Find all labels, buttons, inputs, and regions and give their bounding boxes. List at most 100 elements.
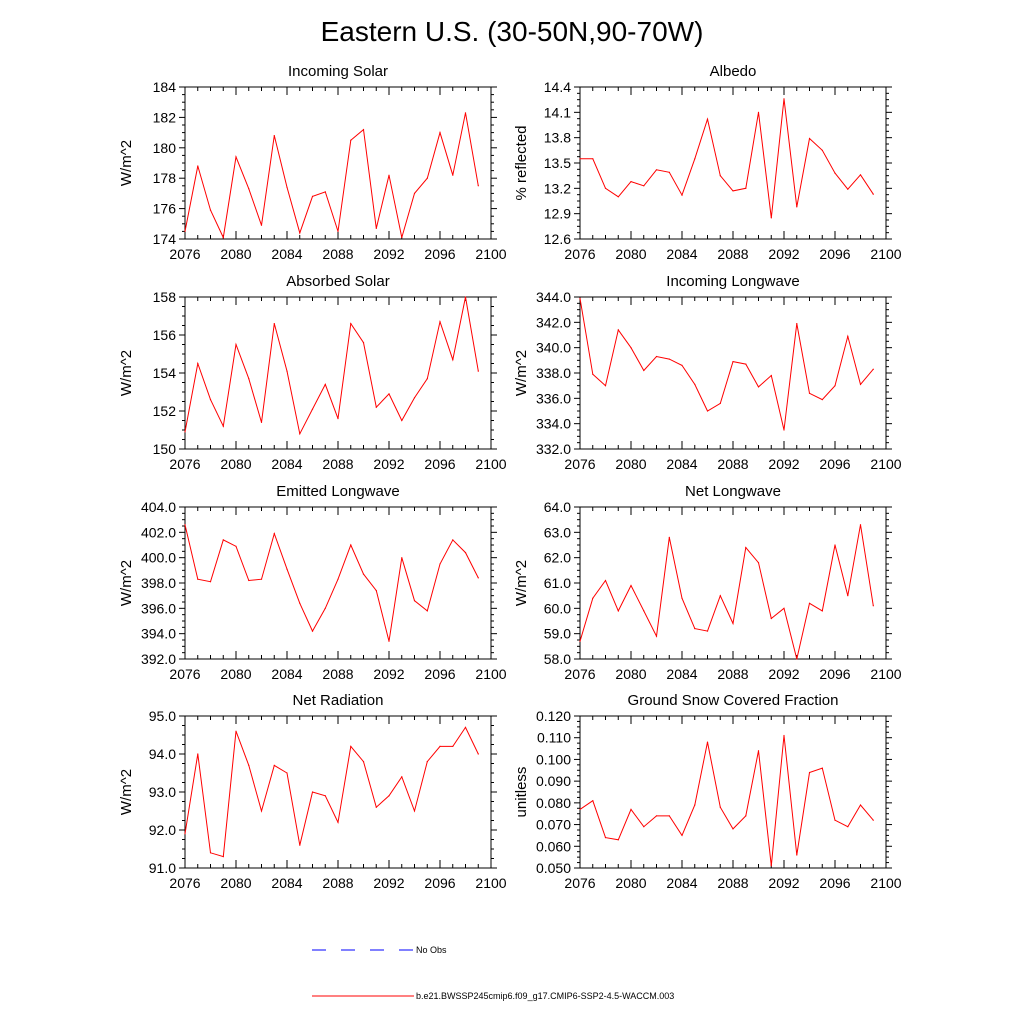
data-point — [732, 622, 734, 625]
data-point — [668, 536, 670, 539]
data-point — [604, 187, 607, 189]
data-point — [197, 753, 199, 755]
plot-frame — [579, 296, 887, 450]
x-tick-label: 2092 — [373, 456, 404, 472]
x-tick-label: 2084 — [271, 246, 302, 262]
x-tick-label: 2096 — [424, 456, 455, 472]
plot-frame — [184, 296, 492, 450]
data-point — [706, 118, 709, 120]
plot-frame — [184, 506, 492, 660]
data-point — [388, 640, 390, 642]
data-point — [655, 815, 658, 817]
x-tick-label: 2100 — [475, 875, 506, 891]
data-point — [719, 806, 721, 808]
x-tick-label: 2088 — [717, 666, 748, 682]
x-tick-label: 2084 — [666, 875, 697, 891]
x-tick-label: 2084 — [271, 666, 302, 682]
y-tick-label: 150 — [153, 441, 177, 457]
data-point — [757, 386, 760, 388]
panel-title: Ground Snow Covered Fraction — [628, 692, 839, 709]
data-point — [630, 181, 632, 183]
y-tick-label: 402.0 — [141, 524, 176, 540]
data-point — [260, 810, 263, 812]
data-point — [286, 186, 288, 188]
data-point — [184, 230, 186, 232]
data-point — [719, 595, 721, 597]
data-point — [681, 364, 683, 366]
data-point — [808, 771, 811, 774]
y-tick-label: 174 — [153, 231, 177, 247]
data-point — [286, 370, 288, 372]
data-point — [808, 392, 811, 394]
x-tick-label: 2100 — [475, 666, 506, 682]
x-tick-label: 2076 — [169, 456, 200, 472]
data-point — [426, 610, 428, 612]
x-tick-label: 2076 — [169, 246, 200, 262]
y-tick-label: 62.0 — [544, 550, 571, 566]
data-point — [209, 581, 212, 583]
data-point — [579, 297, 581, 299]
data-point — [426, 177, 428, 179]
data-point — [847, 826, 849, 828]
y-tick-label: 184 — [153, 79, 177, 95]
data-point — [796, 854, 798, 856]
y-tick-label: 154 — [153, 365, 177, 381]
data-point — [783, 429, 785, 431]
data-point — [324, 607, 326, 609]
data-point — [260, 224, 263, 226]
legend-series-label: b.e21.BWSSP245cmip6.f09_g17.CMIP6-SSP2-4… — [416, 991, 674, 1001]
data-point — [630, 347, 632, 349]
y-axis-label: unitless — [513, 767, 530, 818]
data-point — [694, 628, 696, 630]
data-point — [592, 373, 594, 375]
data-point — [209, 209, 212, 211]
panel-5: Net Longwave 2076 2080 2084 2088 2092 2096 2100… — [513, 483, 902, 682]
data-point — [732, 828, 734, 830]
y-tick-label: 340.0 — [536, 340, 571, 356]
data-point — [375, 227, 377, 229]
data-point — [248, 764, 250, 767]
data-point — [847, 335, 849, 337]
data-point — [643, 369, 645, 372]
data-point — [337, 418, 339, 420]
data-point — [388, 795, 390, 797]
y-tick-label: 182 — [153, 109, 177, 125]
x-tick-label: 2092 — [768, 666, 799, 682]
x-tick-label: 2092 — [768, 456, 799, 472]
y-tick-label: 156 — [153, 327, 177, 343]
data-point — [477, 370, 479, 372]
data-point — [426, 378, 428, 380]
data-point — [439, 745, 441, 748]
data-point — [337, 821, 339, 824]
data-point — [248, 378, 250, 380]
data-point — [209, 852, 212, 854]
data-point — [260, 421, 263, 423]
x-tick-label: 2096 — [424, 875, 455, 891]
y-tick-label: 404.0 — [141, 499, 176, 515]
x-tick-label: 2076 — [169, 666, 200, 682]
data-point — [770, 617, 772, 620]
y-tick-label: 336.0 — [536, 390, 571, 406]
y-tick-label: 398.0 — [141, 575, 176, 591]
data-point — [668, 815, 670, 817]
data-point — [821, 610, 823, 612]
data-point — [694, 383, 696, 385]
panel-3: Incoming Longwave 2076 2080 2084 2088 2092 209… — [513, 273, 902, 472]
data-point — [413, 397, 416, 399]
data-point — [821, 149, 823, 151]
y-tick-label: 334.0 — [536, 416, 571, 432]
data-point — [732, 190, 734, 192]
data-point — [757, 750, 760, 752]
x-tick-label: 2092 — [373, 875, 404, 891]
data-point — [197, 165, 199, 167]
x-tick-label: 2084 — [666, 666, 697, 682]
data-point — [350, 745, 352, 748]
x-tick-label: 2096 — [819, 666, 850, 682]
data-point — [375, 590, 377, 592]
data-point — [617, 839, 619, 841]
data-point — [452, 745, 454, 748]
x-tick-label: 2088 — [322, 246, 353, 262]
x-tick-label: 2080 — [615, 456, 646, 472]
y-axis-label: W/m^2 — [118, 769, 135, 815]
